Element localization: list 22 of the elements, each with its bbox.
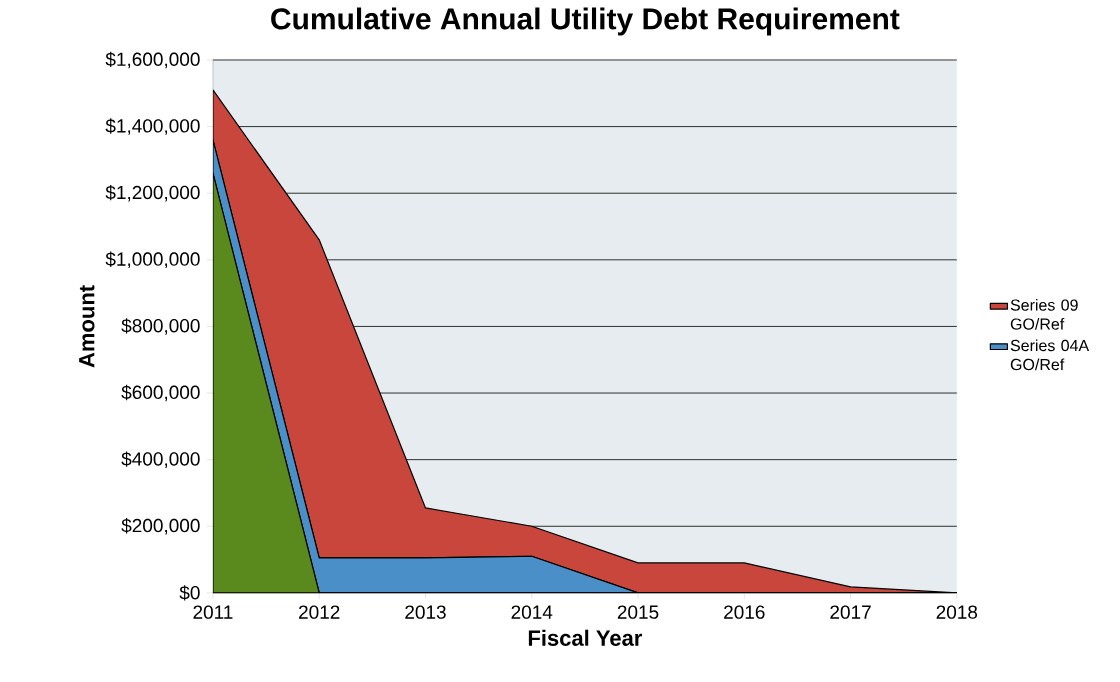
x-tick-label: 2013 bbox=[405, 605, 446, 619]
x-tick-label: 2014 bbox=[511, 605, 553, 619]
y-tick-label: $400,000 bbox=[121, 451, 200, 468]
y-axis-title: Amount bbox=[79, 285, 95, 368]
x-tick-label: 2018 bbox=[936, 605, 978, 619]
y-tick-label: $200,000 bbox=[121, 518, 200, 535]
x-tick-label: 2016 bbox=[724, 605, 765, 619]
x-tick-label: 2017 bbox=[830, 605, 871, 619]
y-tick-label: $0 bbox=[179, 585, 200, 601]
x-axis-title: Fiscal Year bbox=[528, 629, 643, 646]
y-tick-label: $1,400,000 bbox=[105, 118, 200, 135]
y-tick-label: $600,000 bbox=[121, 384, 200, 402]
x-tick-label: 2011 bbox=[193, 605, 233, 619]
y-tick-label: $1,000,000 bbox=[105, 251, 200, 269]
x-tick-label: 2015 bbox=[617, 605, 659, 619]
legend-label: Series 09 GO/Ref bbox=[1010, 299, 1078, 330]
y-tick-label: $1,200,000 bbox=[105, 185, 200, 202]
x-tick-label: 2012 bbox=[299, 605, 340, 619]
y-tick-label: $800,000 bbox=[121, 318, 200, 335]
legend-label: Series 04A GO/Ref bbox=[1010, 339, 1090, 371]
y-tick-label: $1,600,000 bbox=[105, 51, 200, 69]
chart-title: Cumulative Annual Utility Debt Requirement bbox=[271, 7, 900, 36]
